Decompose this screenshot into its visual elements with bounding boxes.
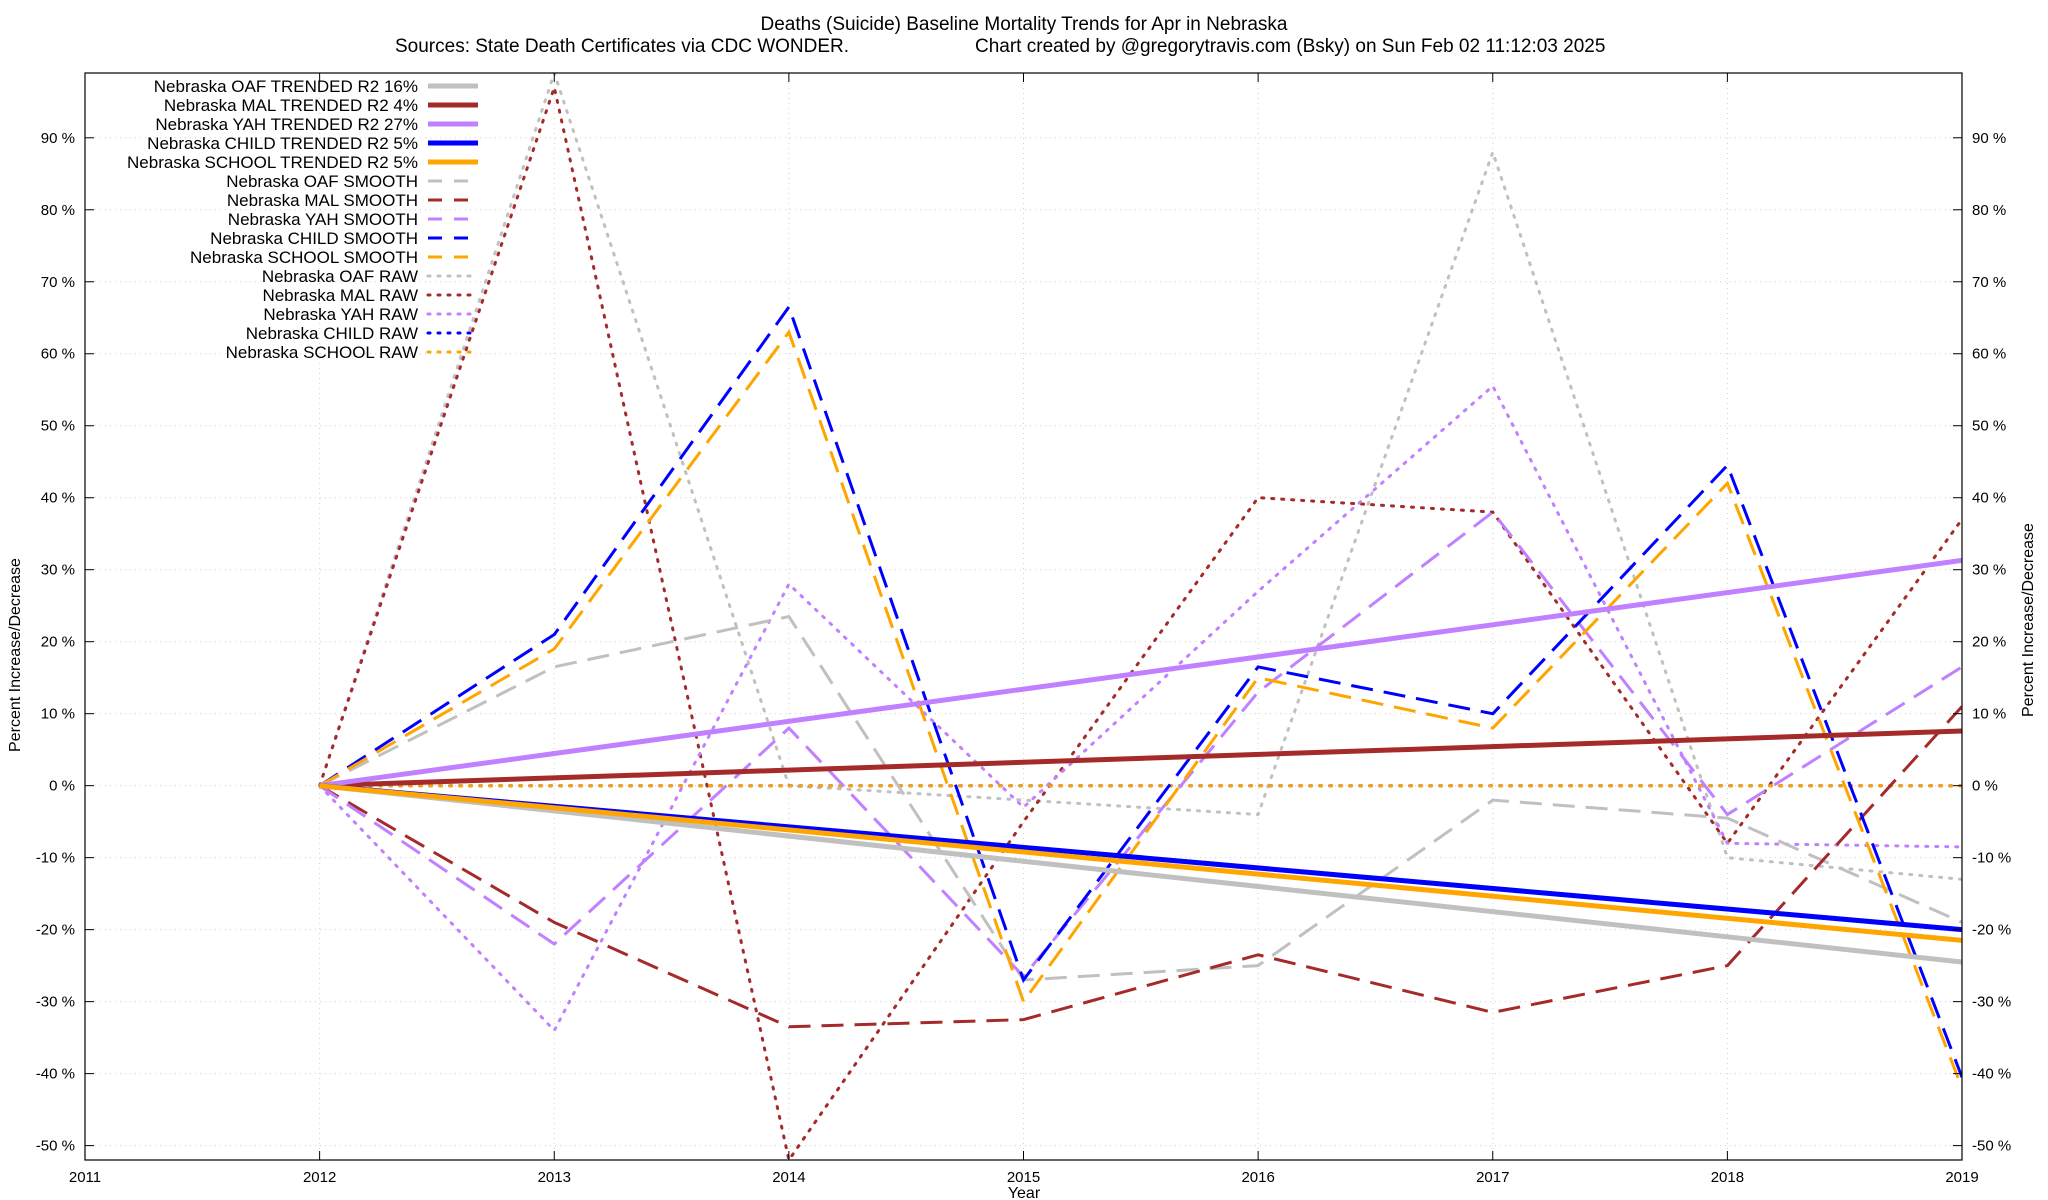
- series-lines: [318, 73, 1962, 1160]
- chart-subtitle-credit: Chart created by @gregorytravis.com (Bsk…: [975, 36, 1605, 57]
- legend-label: Nebraska OAF TRENDED R2 16%: [154, 77, 418, 96]
- y-tick-label-left: 30 %: [41, 562, 75, 579]
- y-axis-label-left: Percent Increase/Decrease: [7, 558, 24, 752]
- y-tick-label-left: 90 %: [41, 130, 75, 147]
- legend-label: Nebraska CHILD TRENDED R2 5%: [147, 134, 418, 153]
- x-tick-label: 2019: [1945, 1169, 1978, 1186]
- legend-label: Nebraska YAH TRENDED R2 27%: [155, 115, 418, 134]
- series-line-nebraska-mal-trended-r2-4: [319, 728, 1962, 789]
- legend-label: Nebraska CHILD SMOOTH: [210, 229, 418, 248]
- series-line-nebraska-mal-raw: [318, 81, 1962, 1160]
- series-line-nebraska-yah-trended-r2-27: [319, 557, 1962, 789]
- y-tick-label-right: -50 %: [1972, 1138, 2011, 1155]
- legend-label: Nebraska MAL RAW: [262, 286, 418, 305]
- y-axis-label-right: Percent Increase/Decrease: [2020, 523, 2037, 717]
- legend: Nebraska OAF TRENDED R2 16%Nebraska MAL …: [127, 77, 480, 362]
- series-line-nebraska-school-smooth: [318, 329, 1962, 1089]
- y-tick-label-left: 20 %: [41, 634, 75, 651]
- y-tick-label-right: 80 %: [1972, 202, 2006, 219]
- y-tick-label-right: -10 %: [1972, 850, 2011, 867]
- series-line-nebraska-school-trended-r2-5: [319, 783, 1962, 943]
- y-tick-label-left: 70 %: [41, 274, 75, 291]
- legend-label: Nebraska OAF SMOOTH: [226, 172, 418, 191]
- chart-subtitle-source: Sources: State Death Certificates via CD…: [395, 36, 849, 57]
- y-tick-label-right: 50 %: [1972, 418, 2006, 435]
- y-tick-label-left: 60 %: [41, 346, 75, 363]
- y-tick-label-left: -40 %: [36, 1066, 75, 1083]
- y-tick-label-left: 80 %: [41, 202, 75, 219]
- y-tick-label-right: -20 %: [1972, 922, 2011, 939]
- y-tick-label-right: -30 %: [1972, 994, 2011, 1011]
- axis-ticks: 2011 2012 2013 2014 2015 2016 2017 2018 2019 -50 …: [36, 73, 2011, 1186]
- y-tick-label-left: -50 %: [36, 1138, 75, 1155]
- y-tick-label-right: 40 %: [1972, 490, 2006, 507]
- y-tick-label-left: -30 %: [36, 994, 75, 1011]
- y-tick-label-right: 30 %: [1972, 562, 2006, 579]
- y-tick-label-left: 0 %: [49, 778, 75, 795]
- chart-title: Deaths (Suicide) Baseline Mortality Tren…: [761, 14, 1288, 35]
- y-tick-label-right: 10 %: [1972, 706, 2006, 723]
- x-tick-label: 2016: [1241, 1169, 1274, 1186]
- legend-label: Nebraska YAH SMOOTH: [228, 210, 418, 229]
- y-tick-label-left: -20 %: [36, 922, 75, 939]
- series-line-nebraska-oaf-smooth: [318, 614, 1962, 982]
- series-line-nebraska-yah-smooth: [318, 510, 1962, 979]
- legend-label: Nebraska MAL SMOOTH: [227, 191, 418, 210]
- legend-label: Nebraska SCHOOL SMOOTH: [190, 248, 418, 267]
- series-line-nebraska-mal-smooth: [318, 705, 1962, 1029]
- x-tick-label: 2013: [538, 1169, 571, 1186]
- series-line-nebraska-child-smooth: [318, 303, 1962, 1078]
- y-tick-label-left: 40 %: [41, 490, 75, 507]
- y-tick-label-right: 70 %: [1972, 274, 2006, 291]
- legend-label: Nebraska CHILD RAW: [246, 324, 418, 343]
- y-tick-label-right: -40 %: [1972, 1066, 2011, 1083]
- x-tick-label: 2018: [1711, 1169, 1744, 1186]
- y-tick-label-right: 90 %: [1972, 130, 2006, 147]
- series-line-nebraska-yah-raw: [318, 383, 1962, 1033]
- x-tick-label: 2011: [69, 1169, 101, 1186]
- y-tick-label-right: 20 %: [1972, 634, 2006, 651]
- legend-label: Nebraska YAH RAW: [263, 305, 418, 324]
- y-tick-label-right: 60 %: [1972, 346, 2006, 363]
- x-axis-label: Year: [1008, 1185, 1041, 1200]
- y-tick-label-left: 10 %: [41, 706, 75, 723]
- series-line-nebraska-oaf-trended-r2-16: [319, 783, 1962, 965]
- legend-label: Nebraska OAF RAW: [262, 267, 418, 286]
- y-tick-label-right: 0 %: [1972, 778, 1998, 795]
- legend-label: Nebraska SCHOOL TRENDED R2 5%: [127, 153, 418, 172]
- x-tick-label: 2015: [1007, 1169, 1040, 1186]
- x-tick-label: 2012: [303, 1169, 336, 1186]
- legend-label: Nebraska MAL TRENDED R2 4%: [164, 96, 418, 115]
- y-tick-label-left: -10 %: [36, 850, 75, 867]
- y-tick-label-left: 50 %: [41, 418, 75, 435]
- legend-label: Nebraska SCHOOL RAW: [226, 343, 418, 362]
- x-tick-label: 2014: [772, 1169, 805, 1186]
- x-tick-label: 2017: [1476, 1169, 1509, 1186]
